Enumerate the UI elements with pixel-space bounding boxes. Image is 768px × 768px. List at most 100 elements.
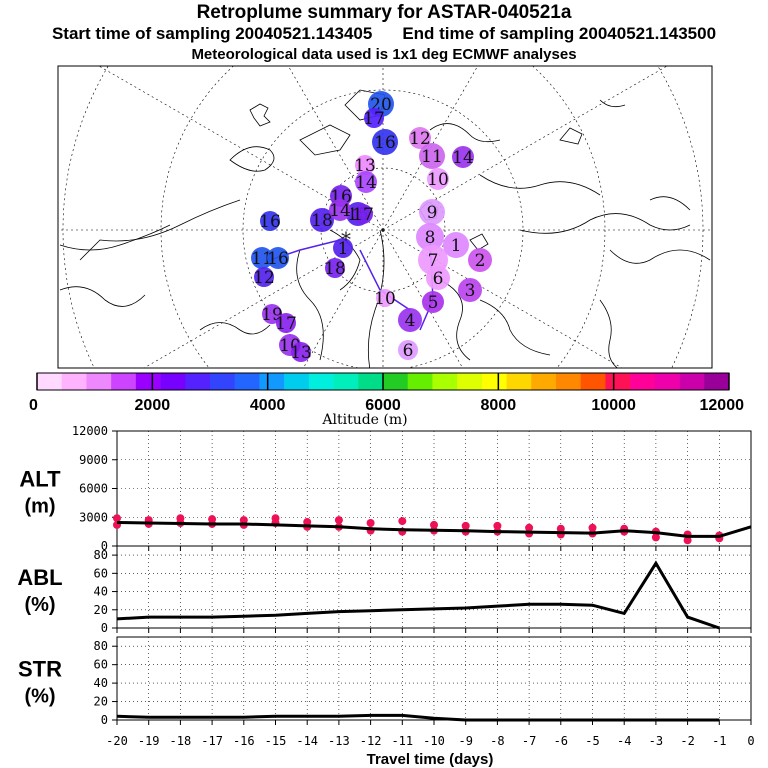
plume-cluster: 13: [290, 342, 312, 363]
y-tick-label: 80: [94, 548, 108, 562]
colorbar-swatch: [86, 373, 112, 390]
cluster-marker: [355, 171, 377, 193]
cluster-label: 5: [428, 293, 439, 313]
cluster-marker: [452, 146, 474, 168]
cluster-label: 13: [354, 156, 376, 176]
colorbar-swatch: [432, 373, 458, 390]
altitude-colorbar: 0 2000 4000 6000 8000 10000 12000: [29, 372, 744, 414]
panel-abl: 0 20 40 60 80 ABL (%): [17, 545, 752, 635]
x-axis-label: Travel time (days): [367, 751, 494, 768]
chart-title: Retroplume summary for ASTAR-040521a: [196, 2, 572, 23]
cluster-marker: [398, 340, 418, 360]
cluster-marker: [416, 223, 444, 251]
cluster-label: 12: [409, 129, 431, 149]
cluster-marker: [409, 127, 431, 149]
trajectory-path: [359, 249, 411, 311]
cluster-label: 14: [329, 201, 351, 221]
cluster-marker: [458, 278, 482, 302]
cluster-label: 17: [352, 205, 374, 225]
cluster-label: 18: [324, 259, 346, 279]
plume-cluster: 1: [333, 238, 353, 259]
plume-cluster: 14: [355, 171, 377, 193]
cluster-label: 6: [433, 269, 444, 289]
y-tick-label: 20: [94, 695, 108, 709]
meridian-line: [302, 229, 384, 368]
panel-alt: 0 3000 6000 9000 12000 ALT (m): [19, 424, 752, 553]
cluster-label: 10: [427, 170, 449, 190]
cluster-marker: [372, 129, 398, 155]
y-tick-label: 60: [94, 566, 108, 580]
cluster-marker: [276, 313, 296, 333]
cluster-label: 17: [275, 314, 297, 334]
str-series-line: [116, 713, 720, 722]
cluster-marker: [422, 291, 444, 313]
cluster-marker: [419, 143, 445, 169]
x-tick-label: -13: [328, 734, 350, 748]
x-tick-label: -20: [106, 734, 128, 748]
coastlines: [59, 89, 711, 368]
meridian-line: [143, 229, 384, 368]
x-tick-label: -19: [138, 734, 160, 748]
y-tick-label: 20: [94, 603, 108, 617]
x-tick-label: -6: [554, 734, 568, 748]
cluster-marker: [251, 247, 273, 269]
colorbar-label: Altitude (m): [321, 412, 407, 428]
colorbar-swatch: [531, 373, 557, 390]
colorbar-swatch: [704, 373, 730, 390]
y-axis-label: ALT: [19, 467, 61, 492]
plume-cluster: 8: [416, 223, 444, 251]
x-tick-label: -11: [391, 734, 413, 748]
plume-cluster: 17: [275, 313, 297, 334]
cluster-marker: [376, 289, 394, 307]
colorbar-swatch: [259, 373, 285, 390]
colorbar-tick-label: 4000: [250, 397, 286, 414]
x-tick-label: -5: [585, 734, 599, 748]
colorbar-tick-label: 8000: [481, 397, 517, 414]
plume-cluster: 10: [427, 168, 449, 190]
x-tick-label: -18: [170, 734, 192, 748]
meridian-line: [382, 66, 479, 231]
colorbar-swatch: [407, 373, 433, 390]
plume-cluster: 16: [372, 129, 398, 155]
source-marker: *: [341, 227, 351, 251]
cluster-label: 17: [363, 109, 385, 129]
cluster-marker: [355, 155, 375, 175]
cluster-label: 1: [451, 236, 462, 256]
colorbar-swatch: [457, 373, 483, 390]
y-axis-label: STR: [18, 657, 62, 682]
alt-series-line: [116, 521, 752, 538]
cluster-label: 14: [452, 148, 474, 168]
plume-cluster: 17: [363, 108, 385, 129]
y-tick-label: 12000: [72, 424, 108, 438]
colorbar-swatch: [37, 373, 63, 390]
x-tick-label: -9: [458, 734, 472, 748]
y-tick-label: 60: [94, 658, 108, 672]
colorbar-swatch: [135, 373, 161, 390]
cluster-label: 4: [405, 311, 416, 331]
cluster-marker: [364, 108, 384, 128]
cluster-marker: [260, 211, 280, 231]
cluster-marker: [267, 247, 289, 269]
plume-cluster: 9: [419, 199, 445, 225]
alt-scatter-point: [683, 536, 692, 545]
cluster-label: 8: [425, 228, 436, 248]
y-axis-unit: (m): [24, 496, 55, 518]
y-tick-label: 40: [94, 676, 108, 690]
y-tick-label: 0: [101, 539, 108, 553]
plume-cluster: 3: [458, 278, 482, 302]
alt-scatter-point: [525, 523, 534, 532]
alt-scatter-point: [398, 517, 407, 526]
meridian-line: [382, 66, 668, 231]
cluster-marker: [443, 232, 469, 258]
plume-cluster: 11: [419, 143, 445, 169]
cluster-label: 18: [311, 211, 333, 231]
start-time: Start time of sampling 20040521.143405: [51, 24, 373, 43]
colorbar-swatch: [185, 373, 211, 390]
cluster-marker: [353, 204, 373, 224]
sampling-times: Start time of sampling 20040521.143405 En…: [0, 24, 768, 44]
end-time: End time of sampling 20040521.143500: [402, 24, 717, 43]
plume-cluster: 18: [324, 258, 346, 279]
meridian-line: [382, 229, 464, 368]
alt-scatter-point: [430, 520, 438, 529]
plume-cluster: 14: [329, 199, 351, 221]
